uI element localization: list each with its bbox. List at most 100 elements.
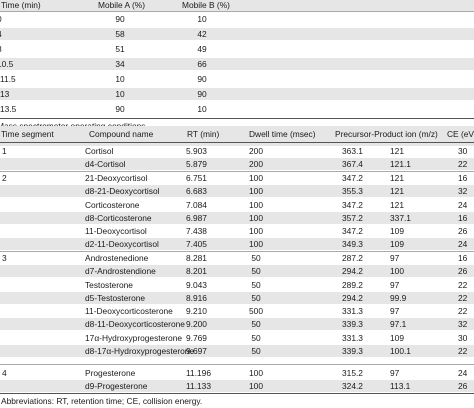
rt-cell: 7.084 [186, 200, 207, 210]
header-mobile-a: Mobile A (%) [98, 0, 146, 10]
rt-cell: 5.903 [186, 146, 207, 156]
rt-cell: 8.281 [186, 253, 207, 263]
gradient-row: 4 58 42 [0, 28, 474, 40]
ce-cell: 22 [458, 306, 468, 316]
ms-row: 17α-Hydroxyprogesterone 9.769 50 331.3 1… [0, 332, 474, 344]
precursor-cell: 315.2 [342, 368, 363, 378]
rt-cell: 6.751 [186, 173, 207, 183]
precursor-cell: 355.3 [342, 186, 363, 196]
product-cell: 99.9 [390, 293, 407, 303]
ce-cell: 22 [458, 346, 468, 356]
dwell-cell: 100 [249, 226, 263, 236]
product-cell: 121 [390, 173, 404, 183]
product-cell: 113.1 [390, 381, 411, 391]
time-cell: 8 [0, 43, 2, 55]
precursor-cell: 324.2 [342, 381, 363, 391]
ms-row: Corticosterone 7.084 100 347.2 121 24 [0, 199, 474, 211]
header-rt: RT (min) [187, 129, 220, 139]
segment-cell: 2 [2, 173, 7, 183]
product-cell: 121 [390, 186, 404, 196]
product-cell: 121 [390, 146, 404, 156]
precursor-cell: 349.3 [342, 239, 363, 249]
ms-row: d7-Androstendione 8.201 50 294.2 100 26 [0, 265, 474, 277]
precursor-cell: 331.3 [342, 306, 363, 316]
product-cell: 109 [390, 239, 404, 249]
segment-cell: 3 [2, 253, 7, 263]
dwell-cell: 200 [249, 159, 263, 169]
footnote-text: Abbreviations: RT, retention time; CE, c… [1, 396, 203, 406]
precursor-cell: 363.1 [342, 146, 363, 156]
rt-cell: 9.769 [186, 333, 207, 343]
ms-header-labels: Time segment Compound name RT (min) Dwel… [0, 128, 474, 140]
time-cell: 13.5 [0, 104, 17, 114]
mobile-b-cell: 90 [197, 89, 207, 99]
product-cell: 97 [390, 306, 400, 316]
segment-cell: 1 [2, 146, 7, 156]
header-time: Time (min) [1, 0, 41, 10]
ms-row: d4-Cortisol 5.879 200 367.4 121.1 22 [0, 158, 474, 170]
dwell-cell: 100 [249, 368, 263, 378]
mobile-b-cell: 42 [197, 29, 207, 39]
product-cell: 97 [390, 253, 400, 263]
dwell-cell: 100 [249, 200, 263, 210]
dwell-cell: 50 [251, 346, 261, 356]
mobile-b-cell: 90 [197, 74, 207, 84]
ce-cell: 24 [458, 368, 468, 378]
compound-cell: d8-17α-Hydroxyprogesterone [85, 346, 195, 356]
dwell-cell: 100 [249, 173, 263, 183]
ce-cell: 22 [458, 280, 468, 290]
gradient-row: 13.5 90 10 [0, 103, 474, 115]
ce-cell: 24 [458, 239, 468, 249]
ms-row: 2 21-Deoxycortisol 6.751 100 347.2 121 1… [0, 172, 474, 184]
dwell-cell: 50 [251, 319, 261, 329]
rt-cell: 11.133 [186, 381, 211, 391]
rt-cell: 6.683 [186, 186, 207, 196]
precursor-cell: 367.4 [342, 159, 363, 169]
ms-row: d5-Testosterone 8.916 50 294.2 99.9 22 [0, 292, 474, 304]
precursor-cell: 339.3 [342, 346, 363, 356]
precursor-cell: 347.2 [342, 200, 363, 210]
product-cell: 97.1 [390, 319, 407, 329]
compound-cell: Androstenedione [85, 253, 149, 263]
ms-row: 11-Deoxycorticosterone 9.210 500 331.3 9… [0, 305, 474, 317]
product-cell: 337.1 [390, 213, 411, 223]
time-cell: 10.5 [0, 59, 14, 69]
rt-cell: 8.201 [186, 266, 207, 276]
header-ion: Precursor-Product ion (m/z) [335, 129, 438, 139]
ce-cell: 32 [458, 319, 468, 329]
compound-cell: 11-Deoxycorticosterone [85, 306, 173, 316]
time-cell: 0 [0, 13, 2, 25]
precursor-cell: 294.2 [342, 266, 363, 276]
mobile-a-cell: 34 [115, 59, 125, 69]
ms-row: d9-Progesterone 11.133 100 324.2 113.1 2… [0, 380, 474, 392]
product-cell: 100 [390, 266, 404, 276]
mobile-a-cell: 10 [115, 74, 125, 84]
ce-cell: 22 [458, 293, 468, 303]
ms-row: 1 Cortisol 5.903 200 363.1 121 30 [0, 145, 474, 157]
ms-row: d8-11-Deoxycorticosterone 9.200 50 339.3… [0, 318, 474, 330]
dwell-cell: 100 [249, 239, 263, 249]
ms-row: 3 Androstenedione 8.281 50 287.2 97 16 [0, 252, 474, 264]
precursor-cell: 331.3 [342, 333, 363, 343]
ce-cell: 32 [458, 186, 468, 196]
mobile-a-cell: 10 [115, 89, 125, 99]
compound-cell: d8-11-Deoxycorticosterone [85, 319, 185, 329]
gradient-row: 0 90 10 [0, 13, 474, 25]
dwell-cell: 200 [249, 146, 263, 156]
ce-cell: 26 [458, 266, 468, 276]
header-ce: CE (eV) [447, 129, 474, 139]
product-cell: 100.1 [390, 346, 411, 356]
gradient-row: 11.5 10 90 [0, 73, 474, 85]
mobile-b-cell: 10 [197, 104, 207, 114]
ce-cell: 30 [458, 146, 468, 156]
ce-cell: 16 [458, 253, 468, 263]
rt-cell: 9.200 [186, 319, 207, 329]
ms-row: Testosterone 9.043 50 289.2 97 22 [0, 279, 474, 291]
header-mobile-b: Mobile B (%) [182, 0, 230, 10]
time-cell: 13 [0, 89, 10, 99]
compound-cell: d8-Corticosterone [85, 213, 152, 223]
ms-row: d8-Corticosterone 6.987 100 357.2 337.1 … [0, 212, 474, 224]
compound-cell: d2-11-Deoxycortisol [85, 239, 159, 249]
segment-cell: 4 [2, 368, 7, 378]
compound-cell: d7-Androstendione [85, 266, 156, 276]
